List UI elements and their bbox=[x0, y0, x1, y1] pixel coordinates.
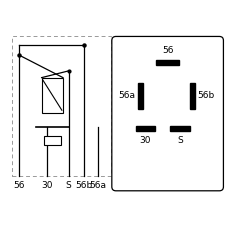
Bar bbox=[138, 83, 143, 109]
Text: 56b: 56b bbox=[76, 181, 93, 190]
Text: 56: 56 bbox=[162, 46, 173, 55]
Bar bbox=[12, 36, 111, 176]
Text: S: S bbox=[66, 181, 72, 190]
Text: 56a: 56a bbox=[119, 91, 136, 100]
Text: 56: 56 bbox=[13, 181, 25, 190]
Bar bbox=[171, 126, 189, 130]
Bar bbox=[156, 60, 179, 65]
Text: 56b: 56b bbox=[198, 91, 215, 100]
Bar bbox=[190, 83, 195, 109]
Bar bbox=[42, 78, 63, 112]
Text: 30: 30 bbox=[41, 181, 53, 190]
Text: 56a: 56a bbox=[89, 181, 106, 190]
Text: 30: 30 bbox=[139, 136, 151, 145]
Bar bbox=[135, 126, 155, 130]
Bar bbox=[44, 136, 61, 145]
Text: S: S bbox=[177, 136, 183, 145]
FancyBboxPatch shape bbox=[112, 36, 223, 191]
